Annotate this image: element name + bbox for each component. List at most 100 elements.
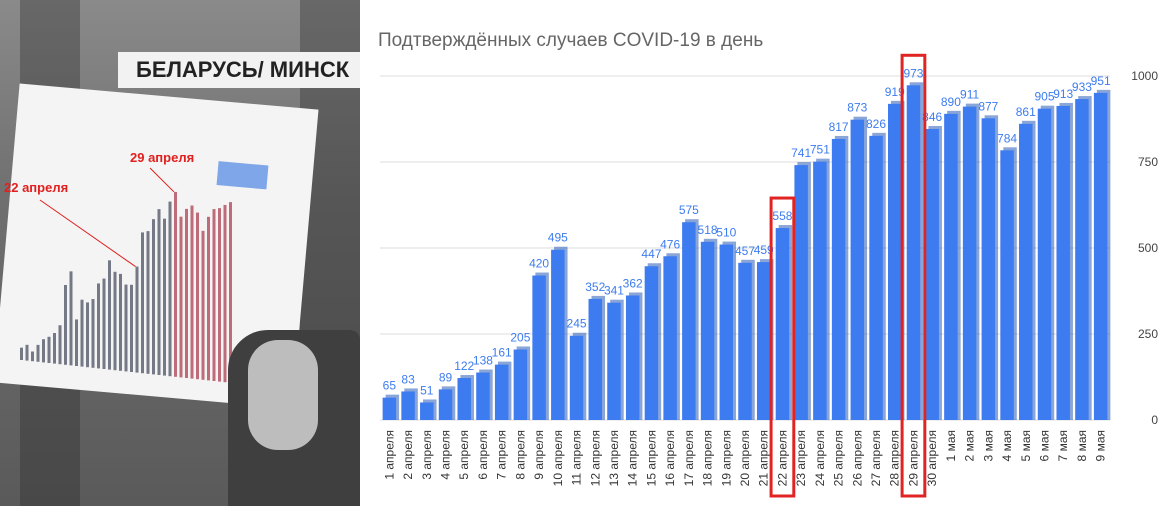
bar [420,402,434,420]
sheet-bar [179,216,183,378]
bar [888,103,902,420]
category-label: 17 апреля [682,430,696,486]
bar-value-label: 933 [1072,80,1092,94]
bar-value-label: 51 [420,383,434,397]
category-label: 29 апреля [906,430,920,486]
category-label: 25 апреля [832,430,846,486]
sheet-bar [146,231,150,374]
bar [569,335,584,420]
bar-value-label: 890 [941,95,961,109]
bar-value-label: 973 [903,66,923,80]
bar [588,298,602,420]
sheet-bar [174,191,177,377]
bar [981,118,996,420]
sheet-bar [190,205,194,379]
bar [551,249,565,420]
bar-value-label: 65 [383,379,397,393]
news-photo: БЕЛАРУСЬ/ МИНСК 22 апреля 29 апреля [0,0,360,506]
pointer-line-22 [39,199,136,267]
category-label: 5 апреля [457,430,471,480]
category-label: 3 мая [981,430,995,461]
sheet-bar [42,339,45,363]
category-label: 7 апреля [495,430,509,480]
bar-value-label: 89 [439,370,453,384]
highlight-box [900,53,927,498]
sheet-bar [223,204,227,383]
bar-value-label: 459 [754,243,774,257]
category-label: 19 апреля [719,430,733,486]
bar [644,266,659,420]
bar [532,275,546,420]
bar [794,165,808,420]
bar-value-label: 861 [1016,105,1036,119]
category-label: 4 мая [1000,430,1014,461]
bar [738,262,752,420]
bar-value-label: 951 [1091,74,1111,88]
bar-value-label: 784 [997,131,1017,145]
sheet-bar [185,208,188,378]
bar-value-label: 122 [454,359,474,373]
bar [1056,105,1070,420]
bar [494,364,509,420]
category-label: 23 апреля [794,430,808,486]
bar-value-label: 518 [698,223,718,237]
bar-value-label: 919 [885,85,905,99]
bar [813,161,827,420]
bar-value-label: 905 [1034,90,1054,104]
sheet-bar [141,232,144,374]
bar [438,389,453,420]
sheet-bar [20,347,23,360]
label-29-april: 29 апреля [130,150,195,165]
category-label: 14 апреля [626,430,640,486]
category-label: 12 апреля [588,430,602,486]
sheet-bar [113,271,117,371]
location-banner: БЕЛАРУСЬ/ МИНСК [118,52,360,88]
sheet-bar [58,325,62,365]
y-tick-label: 0 [1151,413,1158,427]
bar [775,228,790,420]
highlight-box [769,196,796,498]
bar [944,113,958,420]
sheet-bar [97,283,100,369]
bar-value-label: 873 [847,101,867,115]
y-tick-label: 250 [1138,327,1158,341]
bar [401,391,415,420]
bar-value-label: 161 [492,346,512,360]
sheet-bar [69,271,73,366]
sheet-bar [86,302,89,368]
category-label: 8 апреля [513,430,527,480]
bar [850,119,865,421]
category-label: 5 мая [1019,430,1033,461]
bar-value-label: 138 [473,354,493,368]
bar-value-label: 826 [866,117,886,131]
hand [228,330,360,506]
category-label: 4 апреля [439,430,453,480]
sheet-bar [196,212,199,380]
category-label: 7 мая [1056,430,1070,461]
bar [906,85,921,421]
sheet-bar [36,344,40,362]
sheet-bar [53,333,56,364]
bar-value-label: 877 [978,99,998,113]
sheet-bar [130,284,133,372]
bar [719,244,734,420]
bar [962,106,977,420]
bar-value-label: 558 [772,209,792,223]
category-label: 15 апреля [644,430,658,486]
sheet-bars-sketch [20,167,232,383]
category-label: 28 апреля [888,430,902,486]
sheet-bar [207,216,210,381]
bar [382,397,397,420]
bar [1037,108,1052,421]
hand-skin [248,340,318,450]
bar-value-label: 205 [510,330,530,344]
sheet-bar [163,218,166,376]
sheet-bar [152,219,155,375]
bar-value-label: 447 [641,247,661,261]
bar-value-label: 352 [585,280,605,294]
sheet-bar [212,209,216,381]
sheet-bar [25,344,29,361]
category-label: 20 апреля [738,430,752,486]
bar-value-label: 420 [529,257,549,271]
bar [1093,92,1108,420]
